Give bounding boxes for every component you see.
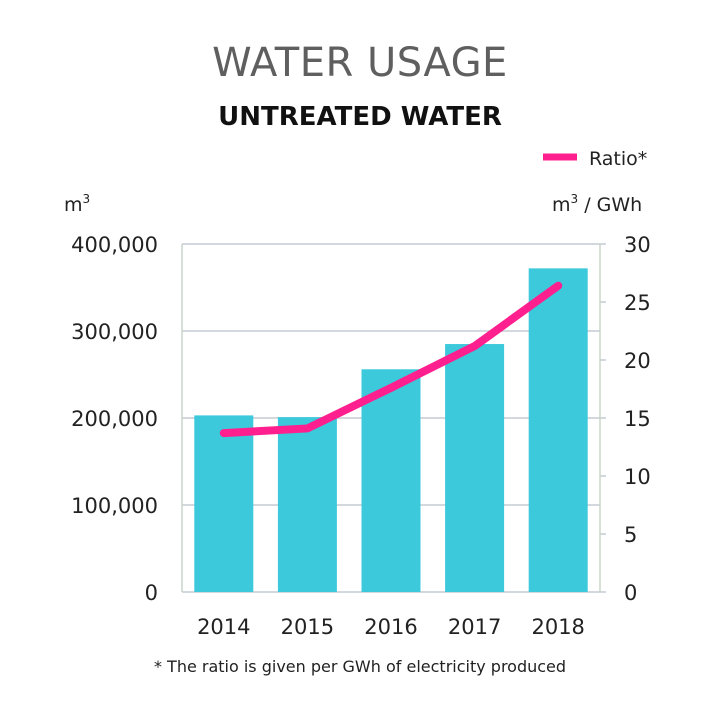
- bar-2018: [528, 268, 588, 592]
- x-tick-label: 2016: [364, 615, 417, 639]
- bar-2016: [361, 369, 421, 592]
- legend-label-ratio: Ratio*: [589, 148, 647, 170]
- right-tick-label: 25: [624, 291, 651, 315]
- chart-subtitle: UNTREATED WATER: [218, 102, 502, 132]
- right-tick-label: 20: [624, 349, 651, 373]
- chart-title: WATER USAGE: [212, 40, 508, 86]
- x-tick-label: 2017: [448, 615, 501, 639]
- right-tick-label: 30: [624, 233, 651, 257]
- right-tick-label: 15: [624, 407, 651, 431]
- right-tick-label: 5: [624, 523, 637, 547]
- left-tick-label: 400,000: [71, 233, 158, 257]
- x-tick-label: 2015: [281, 615, 334, 639]
- left-tick-label: 100,000: [71, 494, 158, 518]
- right-tick-label: 0: [624, 581, 637, 605]
- right-tick-label: 10: [624, 465, 651, 489]
- x-tick-label: 2014: [197, 615, 250, 639]
- left-tick-label: 200,000: [71, 407, 158, 431]
- left-tick-label: 0: [145, 581, 158, 605]
- x-tick-label: 2018: [531, 615, 584, 639]
- left-tick-label: 300,000: [71, 320, 158, 344]
- bar-2015: [277, 417, 337, 592]
- bar-2017: [445, 344, 505, 592]
- right-axis-unit: m3 / GWh: [552, 192, 642, 216]
- footnote: * The ratio is given per GWh of electric…: [153, 657, 567, 676]
- bar-2014: [194, 415, 254, 592]
- legend: Ratio*: [543, 148, 647, 170]
- left-axis-unit: m3: [64, 192, 90, 216]
